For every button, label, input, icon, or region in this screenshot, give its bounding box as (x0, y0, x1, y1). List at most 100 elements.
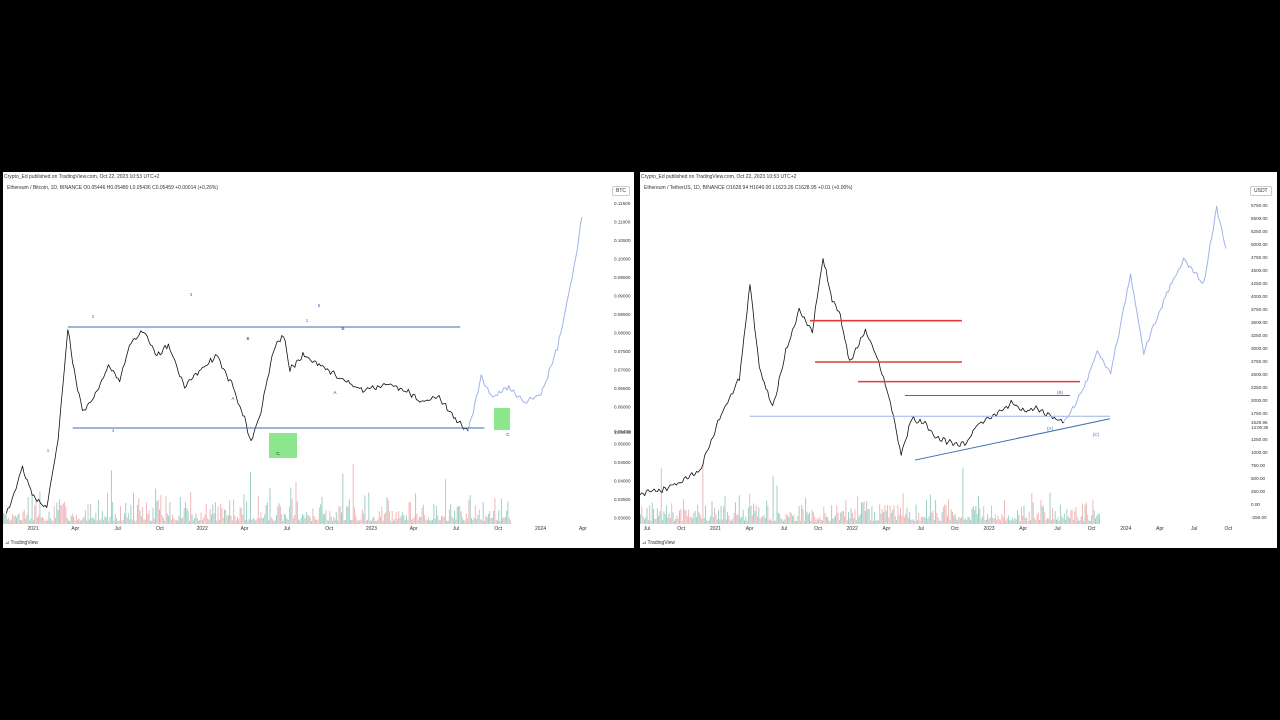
volume-bar (318, 507, 320, 524)
volume-bar (816, 518, 818, 524)
volume-bar (944, 504, 946, 524)
volume-bar (385, 512, 387, 524)
volume-bar (823, 506, 825, 524)
volume-bar (73, 516, 75, 524)
volume-bar (247, 520, 249, 524)
volume-bar (147, 514, 149, 524)
volume-bar (386, 497, 388, 524)
volume-bar (290, 487, 292, 524)
volume-bar (914, 520, 916, 524)
volume-bar (70, 515, 72, 524)
volume-bar (950, 509, 952, 524)
volume-bar (922, 516, 924, 524)
volume-bar (256, 518, 258, 524)
volume-bar (220, 503, 222, 524)
x-tick-label: Jul (917, 526, 923, 532)
volume-bar (148, 511, 150, 524)
volume-bar (796, 520, 797, 524)
volume-bar (365, 520, 367, 524)
volume-bar (1074, 511, 1076, 524)
currency-button[interactable]: BTC (612, 186, 630, 196)
volume-bar (281, 514, 283, 524)
volume-bar (820, 519, 822, 524)
volume-bar (121, 520, 123, 524)
volume-bar (660, 467, 662, 524)
volume-bar (227, 515, 229, 524)
volume-bar (422, 504, 424, 524)
volume-bar (57, 510, 59, 524)
volume-bar (1079, 520, 1081, 524)
volume-bar (437, 515, 439, 524)
volume-bar (936, 512, 938, 524)
volume-bar (13, 516, 15, 524)
volume-bar (954, 513, 956, 524)
volume-bar (659, 511, 661, 524)
volume-bar (246, 501, 248, 524)
volume-bar (676, 515, 678, 524)
volume-bar (900, 507, 901, 524)
volume-bar (182, 517, 184, 524)
volume-bar (968, 517, 970, 524)
volume-bar (265, 505, 267, 524)
volume-bar (16, 517, 17, 524)
volume-bar (354, 507, 355, 524)
volume-bar (51, 520, 53, 524)
volume-bar (949, 519, 951, 524)
volume-bar (415, 493, 417, 524)
volume-bar (1017, 510, 1018, 524)
volume-bar (277, 506, 279, 524)
volume-bar (981, 516, 983, 524)
y-tick-label: 0.07500 (614, 349, 631, 354)
volume-bar (289, 506, 290, 524)
y-tick-label: 1000.00 (1251, 450, 1268, 455)
y-tick-label: 1750.00 (1251, 411, 1268, 416)
y-tick-label: 0.10500 (614, 238, 631, 243)
volume-bar (398, 511, 400, 524)
volume-bar (77, 519, 79, 524)
volume-bar (4, 514, 6, 524)
volume-bar (677, 518, 679, 524)
volume-bar (107, 492, 108, 524)
volume-bar (48, 511, 50, 524)
volume-bar (424, 515, 426, 524)
volume-bar (474, 505, 476, 524)
volume-bar (694, 511, 696, 524)
volume-bar (441, 515, 443, 524)
volume-bar (134, 520, 136, 524)
volume-bar (757, 516, 758, 524)
volume-bar (305, 511, 307, 524)
y-tick-label: 0.11000 (614, 219, 631, 224)
volume-bar (868, 509, 870, 524)
volume-bar (464, 520, 466, 524)
volume-bar (295, 481, 297, 524)
volume-bar (714, 507, 716, 524)
volume-bar (23, 510, 25, 524)
volume-bar (885, 511, 887, 524)
volume-bar (1050, 520, 1052, 524)
volume-bar (350, 520, 352, 524)
x-tick-label: Oct (951, 526, 959, 532)
volume-bar (508, 518, 510, 524)
volume-bar (91, 518, 93, 524)
volume-bar (250, 471, 251, 524)
volume-bar (139, 510, 141, 524)
volume-bar (152, 508, 154, 524)
volume-bar (253, 519, 255, 524)
volume-bar (282, 520, 284, 524)
x-tick-label: Apr (883, 526, 891, 532)
wave-label: A (231, 396, 234, 401)
y-tick-label: 0.03500 (614, 497, 631, 502)
volume-bar (285, 514, 287, 524)
currency-button[interactable]: USDT (1250, 186, 1272, 196)
volume-bar (359, 520, 361, 524)
volume-bar (317, 519, 319, 524)
volume-bar (94, 519, 95, 524)
x-tick-label: Oct (1225, 526, 1233, 532)
volume-bar (443, 516, 445, 524)
volume-bar (347, 505, 349, 524)
x-tick-label: Apr (1019, 526, 1027, 532)
volume-bar (987, 514, 989, 524)
volume-bar (1033, 517, 1035, 524)
volume-bar (1028, 511, 1030, 524)
volume-bar (480, 519, 482, 524)
